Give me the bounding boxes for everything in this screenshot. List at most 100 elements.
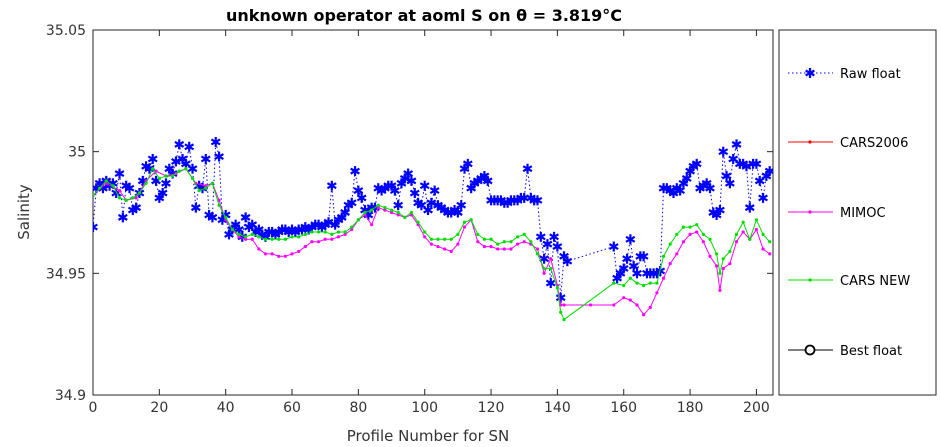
cars-new-point xyxy=(718,271,722,275)
cars-new-point xyxy=(748,237,752,241)
cars-new-point xyxy=(515,235,520,239)
raw-float-point xyxy=(724,178,735,189)
cars-new-point xyxy=(204,186,208,190)
mimoc-point xyxy=(376,206,380,210)
cars-new-point xyxy=(522,232,526,236)
raw-float-point xyxy=(157,188,168,199)
cars-new-point xyxy=(263,237,268,241)
mimoc-point xyxy=(542,271,546,275)
mimoc-point xyxy=(263,252,268,256)
x-tick-label: 100 xyxy=(411,400,438,416)
raw-float-point xyxy=(350,166,360,177)
mimoc-point xyxy=(522,240,526,244)
legend-marker xyxy=(808,140,812,144)
mimoc-point xyxy=(715,264,719,268)
mimoc-point xyxy=(290,252,294,256)
x-tick-label: 120 xyxy=(478,400,505,416)
mimoc-point xyxy=(675,252,679,256)
mimoc-point xyxy=(768,252,772,256)
mimoc-point xyxy=(303,244,307,249)
raw-float-point xyxy=(532,195,543,206)
raw-float-point xyxy=(741,161,752,172)
y-tick-label: 35 xyxy=(68,145,86,161)
legend-marker xyxy=(808,278,812,282)
legend-items: Raw float CARS2006 MIMOC CARS NEW Best float xyxy=(788,67,910,359)
cars-new-point xyxy=(350,225,354,229)
mimoc-point xyxy=(562,303,566,307)
raw-float-point xyxy=(393,200,404,211)
mimoc-point xyxy=(681,240,686,244)
mimoc-point xyxy=(350,227,354,232)
cars-new-point xyxy=(217,203,221,207)
cars-new-point xyxy=(768,240,772,244)
cars-new-point xyxy=(542,266,546,271)
raw-float-point xyxy=(174,139,185,150)
mimoc-point xyxy=(496,247,500,251)
mimoc-point xyxy=(283,254,287,258)
legend-marker xyxy=(805,68,815,78)
raw-float-point xyxy=(549,231,559,242)
mimoc-point xyxy=(761,247,765,251)
cars-new-point xyxy=(708,237,712,241)
raw-float-point xyxy=(353,185,364,196)
raw-float-point xyxy=(323,217,334,228)
cars-new-point xyxy=(728,249,732,254)
mimoc-point xyxy=(389,210,394,215)
raw-float-point xyxy=(628,261,639,272)
x-tick-label: 0 xyxy=(89,400,98,416)
cars-new-point xyxy=(124,198,128,202)
mimoc-point xyxy=(237,235,241,239)
legend-item-raw-float: Raw float xyxy=(788,67,901,82)
cars-new-point xyxy=(661,254,666,258)
x-tick-labels: 0 20 40 60 80 100 120 140 160 180 200 xyxy=(89,400,770,416)
mimoc-point xyxy=(476,240,480,244)
y-axis-label: Salinity xyxy=(15,184,33,240)
mimoc-point xyxy=(502,247,506,251)
cars-new-point xyxy=(210,181,215,185)
cars-new-point xyxy=(243,235,248,239)
mimoc-point xyxy=(363,213,367,217)
mimoc-point xyxy=(396,213,400,217)
raw-float-point xyxy=(632,268,642,279)
mimoc-point xyxy=(330,237,334,241)
raw-float-point xyxy=(207,212,218,223)
mimoc-point xyxy=(104,181,108,185)
cars-new-point xyxy=(151,167,155,171)
cars-new-point xyxy=(535,252,540,256)
cars-new-point xyxy=(310,230,314,234)
raw-float-point xyxy=(522,163,533,174)
series-raw-float xyxy=(93,136,773,303)
x-tick-label: 40 xyxy=(217,400,235,416)
raw-float-point xyxy=(758,192,768,203)
raw-float-point xyxy=(187,163,198,174)
mimoc-point xyxy=(635,303,639,307)
cars-new-point xyxy=(489,237,493,241)
raw-float-point xyxy=(721,171,732,181)
raw-float-point xyxy=(618,263,629,274)
cars-new-point xyxy=(131,196,135,200)
raw-float-point xyxy=(555,292,566,303)
raw-float-point xyxy=(326,180,337,191)
raw-float-point xyxy=(545,278,556,289)
cars-new-point xyxy=(356,218,360,222)
cars-new-point xyxy=(423,230,427,234)
cars-new-point xyxy=(612,281,616,285)
cars-new-point xyxy=(137,191,142,195)
cars-new-point xyxy=(715,252,719,256)
legend-marker xyxy=(808,210,812,214)
mimoc-point xyxy=(462,225,467,229)
raw-float-point xyxy=(718,146,729,157)
cars-new-point xyxy=(761,232,765,236)
y-tick-label: 34.9 xyxy=(55,388,86,404)
cars-new-point xyxy=(144,181,148,185)
cars-new-point xyxy=(237,232,241,236)
cars-new-point xyxy=(376,203,380,207)
legend-label: Best float xyxy=(840,344,902,359)
raw-float-point xyxy=(423,205,433,216)
raw-float-point xyxy=(462,158,473,169)
raw-float-point xyxy=(184,141,195,152)
cars-new-point xyxy=(323,230,327,234)
legend-label: CARS2006 xyxy=(840,136,908,151)
mimoc-point xyxy=(718,288,722,292)
